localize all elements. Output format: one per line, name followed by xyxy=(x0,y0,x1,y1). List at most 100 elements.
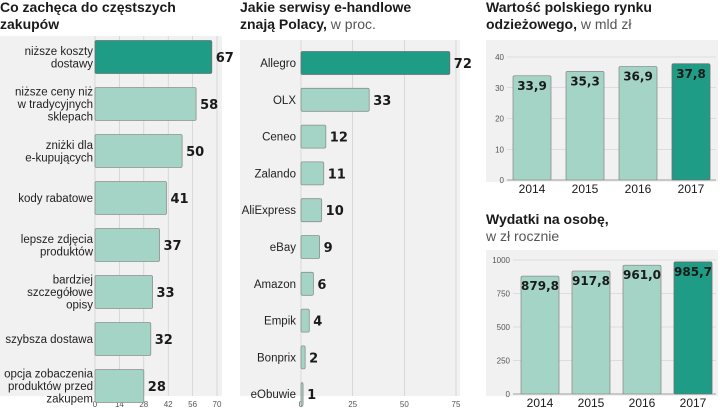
chart-2-bar xyxy=(300,51,451,75)
chart-4-y-tick-label: 250 xyxy=(497,357,511,366)
chart-1-value-label: 58 xyxy=(200,98,218,113)
chart-2-value-label: 11 xyxy=(328,167,346,182)
chart-3-y-tick-label: 20 xyxy=(495,115,504,124)
chart-4-y-tick-label: 1000 xyxy=(492,256,510,265)
chart-2-subtitle: w proc. xyxy=(330,16,376,32)
chart-2-bar xyxy=(300,382,304,407)
chart-3-category-label: 2017 xyxy=(678,182,705,196)
chart-2-bar xyxy=(300,161,325,186)
chart-1-bar xyxy=(94,275,153,309)
chart-1-x-tick-label: 42 xyxy=(164,400,173,408)
chart-4-category-label: 2016 xyxy=(629,396,656,408)
chart-1-category-label: lepsze zdjęcia produktów xyxy=(21,234,94,259)
chart-3-title: Wartość polskiego rynku odzieżowego, xyxy=(486,0,652,32)
chart-4-title-block: Wydatki na osobę, w zł rocznie xyxy=(486,211,716,245)
chart-2-bar xyxy=(300,124,327,149)
chart-1-value-label: 50 xyxy=(186,145,204,160)
chart-3-value-label: 35,3 xyxy=(570,74,600,88)
chart-4-value-label: 961,0 xyxy=(623,268,661,282)
chart-2-category-label: eObuwie xyxy=(251,389,296,401)
chart-1-category-label: niższe koszty dostawy xyxy=(25,46,94,71)
chart-4-value-label: 917,8 xyxy=(572,274,610,288)
chart-3-y-tick-label: 0 xyxy=(500,176,505,185)
chart-1-bar xyxy=(94,87,197,121)
chart-3-bar xyxy=(512,75,552,181)
chart-2-value-label: 2 xyxy=(309,351,318,366)
chart-4-value-label: 879,8 xyxy=(521,279,559,293)
chart-1-value-label: 67 xyxy=(216,51,234,66)
chart-1-value-label: 37 xyxy=(163,239,181,254)
chart-1-bar xyxy=(94,181,167,215)
chart-3-title-block: Wartość polskiego rynku odzieżowego, w m… xyxy=(486,0,716,33)
chart-2-bar xyxy=(300,271,314,296)
chart-4-title: Wydatki na osobę, xyxy=(486,211,609,227)
chart-2-category-label: Empik xyxy=(264,316,296,328)
chart-1-value-label: 28 xyxy=(148,380,166,395)
chart-2-bar xyxy=(300,198,323,223)
chart-2-category-label: Allegro xyxy=(260,58,296,70)
chart-2-value-label: 12 xyxy=(330,131,348,146)
chart-1-x-tick-label: 56 xyxy=(188,400,197,408)
chart-1-bar xyxy=(94,134,183,168)
chart-2-x-tick-label: 50 xyxy=(400,400,409,408)
chart-2-value-label: 9 xyxy=(324,241,333,256)
chart-2-title-block: Jakie serwisy e-handlowe znają Polacy, w… xyxy=(240,0,440,33)
chart-4-subtitle: w zł rocznie xyxy=(486,228,560,244)
chart-3-category-label: 2014 xyxy=(519,182,546,196)
chart-1-title: Co zachęca do częstszych zakupów xyxy=(0,0,176,32)
chart-4-bar xyxy=(673,261,713,395)
chart-4-value-label: 985,7 xyxy=(674,265,712,279)
chart-4-category-label: 2015 xyxy=(578,396,605,408)
chart-1-value-label: 33 xyxy=(157,286,175,301)
chart-3-value-label: 37,8 xyxy=(676,67,706,81)
chart-3-bar xyxy=(618,66,658,181)
chart-2-bar xyxy=(300,87,370,112)
chart-3-y-tick-label: 10 xyxy=(495,145,504,154)
chart-2-bar xyxy=(300,235,321,259)
chart-1-category-label: opcja zobaczenia produktów przed zakupem xyxy=(4,369,93,406)
chart-2-bar xyxy=(300,308,310,333)
chart-1-bar xyxy=(94,369,145,403)
chart-1-bar xyxy=(94,228,160,262)
chart-4-bar xyxy=(520,275,560,395)
chart-3-bar xyxy=(671,63,711,181)
chart-2-value-label: 72 xyxy=(454,57,472,72)
chart-2-category-label: eBay xyxy=(270,242,296,254)
chart-1-x-tick-label: 0 xyxy=(93,400,98,408)
chart-2-category-label: Zalando xyxy=(254,168,296,180)
chart-4-category-label: 2017 xyxy=(680,396,707,408)
chart-2-category-label: AliExpress xyxy=(242,205,297,217)
chart-3-bar xyxy=(565,71,605,181)
chart-1-x-tick-label: 28 xyxy=(139,400,148,408)
chart-1-category-label: szybsza dostawa xyxy=(5,334,93,346)
chart-1-bar xyxy=(94,40,213,74)
chart-2-value-label: 33 xyxy=(373,94,391,109)
chart-2-value-label: 6 xyxy=(317,278,326,293)
chart-3-subtitle: w mld zł xyxy=(580,16,632,32)
chart-1-x-tick-label: 14 xyxy=(115,400,124,408)
chart-4-category-label: 2014 xyxy=(527,396,554,408)
chart-3-y-tick-label: 40 xyxy=(495,53,504,62)
chart-2-category-label: Amazon xyxy=(254,279,296,291)
chart-2-category-label: Ceneo xyxy=(262,132,296,144)
chart-1-value-label: 41 xyxy=(170,192,188,207)
chart-3-category-label: 2016 xyxy=(625,182,652,196)
chart-1-value-label: 32 xyxy=(155,333,173,348)
chart-2-category-label: Bonprix xyxy=(257,352,296,364)
chart-1-category-label: bardziej szczegółowe opisy xyxy=(27,275,93,312)
chart-3-value-label: 36,9 xyxy=(623,70,653,84)
chart-1-category-label: kody rabatowe xyxy=(18,193,93,205)
chart-4-y-tick-label: 500 xyxy=(497,323,511,332)
chart-2-category-label: OLX xyxy=(273,95,296,107)
chart-4-bar xyxy=(571,270,611,395)
chart-1-bar xyxy=(94,322,152,356)
chart-2-title: Jakie serwisy e-handlowe znają Polacy, xyxy=(240,0,412,32)
chart-2-value-label: 4 xyxy=(313,315,322,330)
chart-2-x-tick-label: 25 xyxy=(348,400,357,408)
chart-4-bar xyxy=(622,264,662,395)
chart-2-x-tick-label: 75 xyxy=(452,400,461,408)
chart-1-category-label: zniżki dla e-kupujących xyxy=(25,140,93,165)
chart-2-bar xyxy=(300,345,306,370)
chart-3-value-label: 33,9 xyxy=(517,79,547,93)
